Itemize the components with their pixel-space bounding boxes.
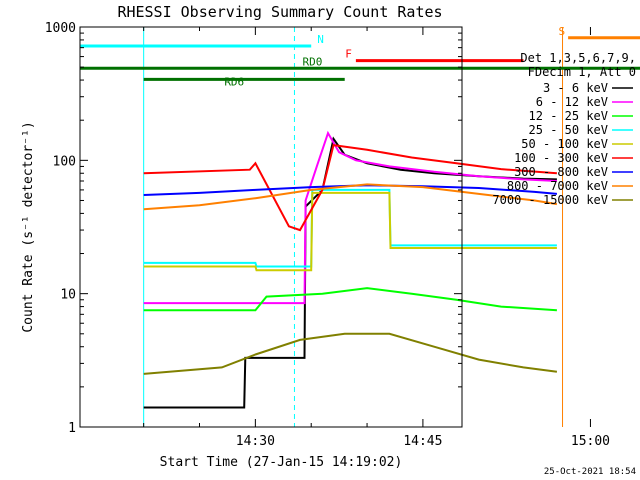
x-tick-label-0: 14:30	[236, 434, 275, 449]
legend-label-8: 7000 - 15000 keV	[492, 193, 608, 207]
series-line-2-0	[143, 287, 557, 312]
legend: Det 1,3,5,6,7,9,FDecim 1, Att 0 3 - 6 keV…	[492, 51, 636, 207]
legend-label-3: 25 - 50 keV	[529, 123, 608, 137]
series-line-1-0	[143, 130, 557, 305]
series-line-5-0	[143, 143, 557, 232]
legend-label-6: 300 - 800 keV	[514, 165, 608, 179]
legend-label-5: 100 - 300 keV	[514, 151, 608, 165]
x-tick-label-1: 14:45	[403, 434, 442, 449]
y-tick-label-2: 100	[53, 154, 76, 169]
x-axis-label: Start Time (27-Jan-15 14:19:02)	[160, 455, 403, 470]
flag-label-rd0: RD0	[303, 55, 323, 68]
annotation-layer: N S F RD0 RD6	[80, 25, 640, 427]
flag-label-rd6: RD6	[224, 75, 244, 88]
series-layer	[143, 130, 558, 409]
series-line-8-0	[143, 332, 558, 375]
chart-title: RHESSI Observing Summary Count Rates	[117, 3, 442, 21]
y-axis-label: Count Rate (s⁻¹ detector⁻¹)	[21, 121, 36, 332]
y-tick-label-1: 10	[60, 288, 76, 303]
legend-header-0: Det 1,3,5,6,7,9,	[520, 51, 636, 65]
flag-label-s: S	[558, 25, 565, 38]
x-tick-label-2: 15:00	[571, 434, 610, 449]
y-tick-label-0: 1	[68, 421, 76, 436]
legend-label-1: 6 - 12 keV	[536, 95, 608, 109]
legend-label-2: 12 - 25 keV	[529, 109, 608, 123]
flag-label-f: F	[345, 48, 352, 61]
legend-label-7: 800 - 7000 keV	[507, 179, 608, 193]
legend-label-4: 50 - 100 keV	[521, 137, 608, 151]
series-line-7-0	[143, 183, 558, 211]
y-tick-label-3: 1000	[45, 21, 76, 36]
series-line-4-0	[143, 191, 557, 272]
plot-frame	[79, 26, 463, 428]
legend-header-1: FDecim 1, Att 0	[528, 65, 636, 79]
legend-label-0: 3 - 6 keV	[543, 81, 608, 95]
timestamp-label: 25-Oct-2021 18:54	[544, 467, 636, 477]
flag-label-n: N	[317, 33, 324, 46]
